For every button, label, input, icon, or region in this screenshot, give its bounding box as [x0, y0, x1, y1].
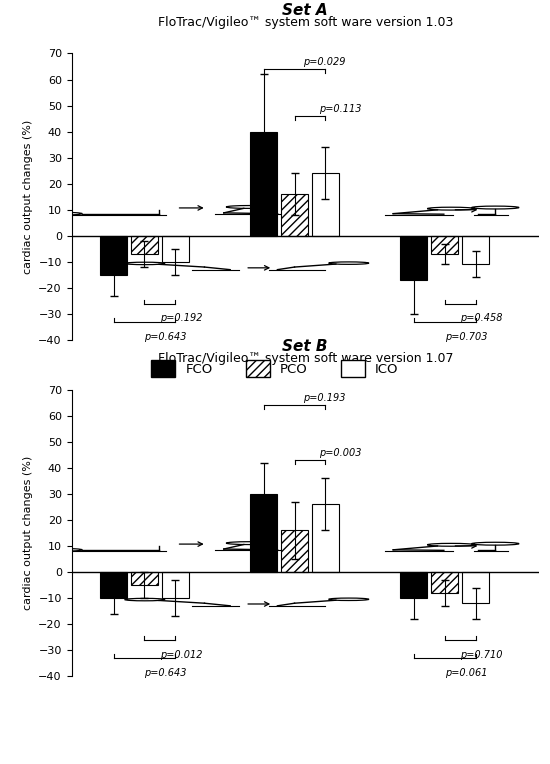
- Bar: [162, 236, 189, 262]
- Bar: [281, 194, 308, 236]
- Bar: [250, 131, 277, 236]
- Text: p=0.192: p=0.192: [160, 313, 202, 323]
- Text: p=0.012: p=0.012: [160, 649, 202, 659]
- Bar: [131, 572, 158, 585]
- Bar: [431, 572, 458, 593]
- Y-axis label: cardiac output changes (%): cardiac output changes (%): [23, 456, 32, 610]
- Title: FloTrac/Vigileo™ system soft ware version 1.07: FloTrac/Vigileo™ system soft ware versio…: [157, 352, 453, 365]
- Bar: [312, 173, 339, 236]
- Text: p=0.029: p=0.029: [303, 57, 345, 67]
- Text: p=0.193: p=0.193: [303, 393, 345, 403]
- Bar: [100, 236, 127, 275]
- Bar: [250, 494, 277, 572]
- Text: p=0.061: p=0.061: [444, 668, 487, 678]
- Text: Source: Crit Care © 2009 BioMed Central, Ltd.: Source: Crit Care © 2009 BioMed Central,…: [300, 736, 542, 746]
- Text: p=0.643: p=0.643: [145, 668, 187, 678]
- Text: p=0.113: p=0.113: [318, 104, 361, 114]
- Bar: [400, 236, 427, 280]
- Text: p=0.703: p=0.703: [444, 332, 487, 342]
- Legend: FCO, PCO, ICO: FCO, PCO, ICO: [151, 360, 399, 377]
- Bar: [462, 236, 489, 264]
- Title: FloTrac/Vigileo™ system soft ware version 1.03: FloTrac/Vigileo™ system soft ware versio…: [157, 16, 453, 29]
- Bar: [162, 572, 189, 598]
- Y-axis label: cardiac output changes (%): cardiac output changes (%): [23, 120, 32, 274]
- Bar: [431, 236, 458, 254]
- Bar: [400, 572, 427, 598]
- Bar: [462, 572, 489, 604]
- Text: p=0.710: p=0.710: [460, 649, 503, 659]
- Bar: [281, 530, 308, 572]
- Bar: [312, 504, 339, 572]
- Text: p=0.003: p=0.003: [318, 448, 361, 458]
- Bar: [100, 572, 127, 598]
- Bar: [131, 236, 158, 254]
- Text: p=0.458: p=0.458: [460, 313, 503, 323]
- Text: Set A: Set A: [283, 2, 328, 18]
- Text: p=0.643: p=0.643: [145, 332, 187, 342]
- Text: Set B: Set B: [283, 338, 328, 354]
- Text: Medscape: Medscape: [8, 734, 87, 748]
